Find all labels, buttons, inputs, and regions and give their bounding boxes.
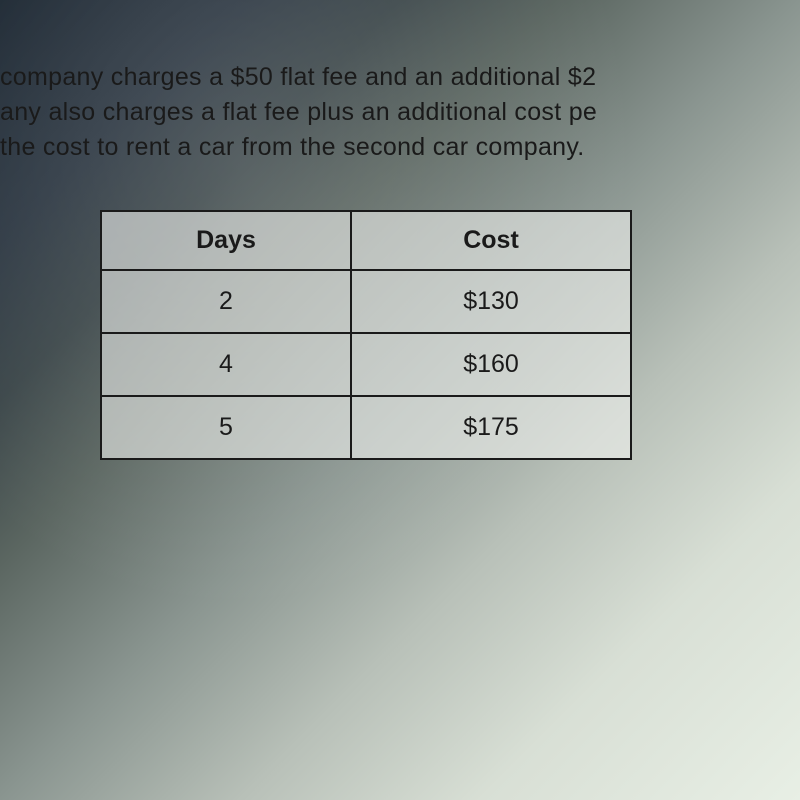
cell-days: 5	[101, 396, 351, 459]
cell-cost: $175	[351, 396, 631, 459]
header-days: Days	[101, 211, 351, 270]
cell-days: 4	[101, 333, 351, 396]
table-row: 2 $130	[101, 270, 631, 333]
table-row: 4 $160	[101, 333, 631, 396]
cell-cost: $160	[351, 333, 631, 396]
table-header-row: Days Cost	[101, 211, 631, 270]
cell-cost: $130	[351, 270, 631, 333]
table-row: 5 $175	[101, 396, 631, 459]
content-area: company charges a $50 flat fee and an ad…	[0, 60, 800, 460]
cell-days: 2	[101, 270, 351, 333]
problem-line-2: any also charges a flat fee plus an addi…	[0, 95, 800, 130]
problem-line-3: the cost to rent a car from the second c…	[0, 130, 800, 165]
problem-text: company charges a $50 flat fee and an ad…	[0, 60, 800, 185]
cost-table: Days Cost 2 $130 4 $160 5 $175	[100, 210, 632, 460]
table-container: Days Cost 2 $130 4 $160 5 $175	[100, 210, 800, 460]
header-cost: Cost	[351, 211, 631, 270]
problem-line-1: company charges a $50 flat fee and an ad…	[0, 60, 800, 95]
